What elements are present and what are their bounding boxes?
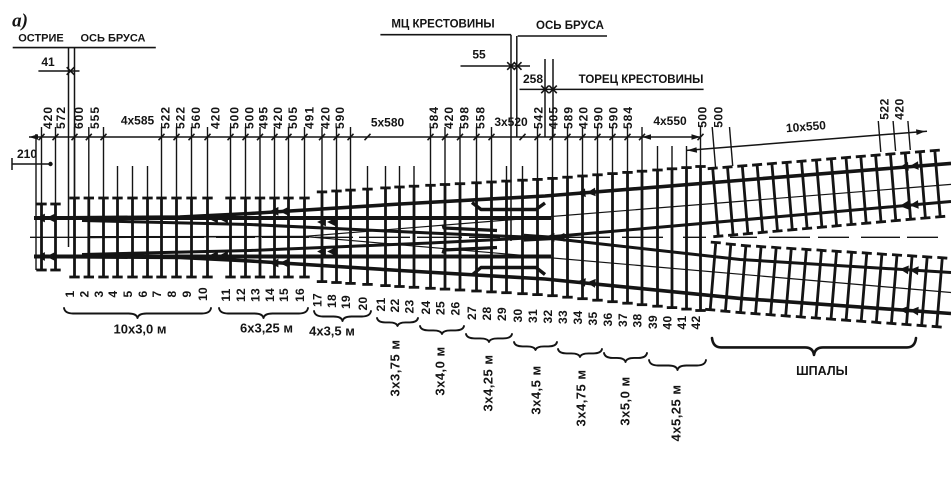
- svg-text:495: 495: [257, 106, 271, 129]
- svg-text:560: 560: [189, 106, 203, 129]
- svg-text:491: 491: [303, 106, 317, 129]
- svg-text:24: 24: [419, 301, 433, 315]
- svg-text:522: 522: [159, 106, 173, 129]
- svg-text:10: 10: [196, 287, 210, 301]
- svg-text:1: 1: [63, 290, 77, 297]
- svg-text:26: 26: [449, 302, 463, 316]
- svg-text:22: 22: [388, 299, 402, 313]
- svg-text:31: 31: [526, 309, 540, 323]
- svg-text:584: 584: [621, 106, 635, 129]
- svg-text:420: 420: [319, 106, 333, 129]
- svg-text:ШПАЛЫ: ШПАЛЫ: [796, 364, 848, 378]
- svg-text:а): а): [12, 10, 28, 31]
- svg-text:35: 35: [586, 312, 600, 326]
- svg-text:4x5,25 м: 4x5,25 м: [668, 385, 683, 442]
- svg-text:210: 210: [17, 147, 37, 161]
- svg-text:16: 16: [293, 288, 307, 302]
- svg-text:420: 420: [271, 106, 285, 129]
- svg-text:37: 37: [616, 313, 630, 327]
- svg-text:19: 19: [339, 295, 353, 309]
- svg-text:23: 23: [403, 300, 417, 314]
- svg-text:4x550: 4x550: [653, 114, 687, 128]
- svg-text:3x520: 3x520: [494, 115, 528, 129]
- svg-text:2: 2: [77, 290, 91, 297]
- svg-text:6x3,25 м: 6x3,25 м: [240, 320, 293, 335]
- svg-text:420: 420: [893, 98, 907, 120]
- svg-text:42: 42: [689, 316, 703, 330]
- svg-text:36: 36: [601, 313, 615, 327]
- svg-text:258: 258: [523, 72, 543, 86]
- svg-text:28: 28: [480, 307, 494, 321]
- svg-text:420: 420: [442, 106, 456, 129]
- svg-text:598: 598: [458, 106, 472, 129]
- svg-text:590: 590: [607, 106, 621, 129]
- svg-text:420: 420: [577, 106, 591, 129]
- svg-text:33: 33: [556, 310, 570, 324]
- svg-text:5x580: 5x580: [371, 116, 405, 130]
- svg-text:420: 420: [209, 106, 223, 129]
- svg-text:500: 500: [243, 106, 257, 129]
- svg-text:39: 39: [646, 315, 660, 329]
- svg-text:5: 5: [121, 290, 135, 297]
- svg-text:590: 590: [333, 106, 347, 129]
- svg-text:3x4,25 м: 3x4,25 м: [480, 355, 495, 412]
- svg-text:МЦ КРЕСТОВИНЫ: МЦ КРЕСТОВИНЫ: [391, 19, 494, 31]
- svg-text:4x585: 4x585: [121, 114, 155, 128]
- svg-text:3x3,75 м: 3x3,75 м: [387, 340, 402, 397]
- svg-text:13: 13: [249, 288, 263, 302]
- svg-text:9: 9: [180, 290, 194, 297]
- svg-text:522: 522: [878, 98, 892, 120]
- svg-text:10x3,0 м: 10x3,0 м: [114, 321, 167, 336]
- svg-text:3x4,0 м: 3x4,0 м: [432, 346, 447, 395]
- svg-text:14: 14: [263, 288, 277, 302]
- svg-text:18: 18: [325, 294, 339, 308]
- svg-text:10x550: 10x550: [785, 118, 826, 135]
- svg-text:405: 405: [547, 106, 561, 129]
- svg-text:32: 32: [541, 310, 555, 324]
- svg-text:8: 8: [165, 290, 179, 297]
- svg-text:34: 34: [571, 311, 585, 325]
- svg-text:572: 572: [54, 106, 68, 129]
- svg-text:584: 584: [427, 106, 441, 129]
- svg-text:589: 589: [562, 106, 576, 129]
- svg-text:30: 30: [511, 309, 525, 323]
- svg-text:29: 29: [495, 307, 509, 321]
- svg-text:ОСЬ БРУСА: ОСЬ БРУСА: [80, 32, 145, 44]
- svg-text:20: 20: [356, 297, 370, 311]
- svg-text:420: 420: [41, 106, 55, 129]
- svg-text:ТОРЕЦ КРЕСТОВИНЫ: ТОРЕЦ КРЕСТОВИНЫ: [579, 74, 704, 86]
- svg-text:38: 38: [631, 314, 645, 328]
- svg-text:25: 25: [434, 301, 448, 315]
- svg-text:ОСТРИЕ: ОСТРИЕ: [18, 32, 64, 44]
- svg-text:ОСЬ БРУСА: ОСЬ БРУСА: [536, 20, 604, 32]
- svg-text:500: 500: [228, 106, 242, 129]
- svg-text:11: 11: [219, 288, 233, 301]
- svg-text:27: 27: [465, 306, 479, 320]
- svg-text:522: 522: [174, 106, 188, 129]
- svg-text:41: 41: [41, 55, 55, 69]
- svg-text:590: 590: [592, 106, 606, 129]
- svg-text:21: 21: [374, 298, 388, 312]
- svg-text:542: 542: [532, 106, 546, 129]
- svg-text:500: 500: [696, 106, 710, 128]
- svg-text:6: 6: [136, 290, 150, 297]
- svg-text:3x5,0 м: 3x5,0 м: [617, 376, 632, 425]
- svg-text:3x4,75 м: 3x4,75 м: [573, 370, 588, 427]
- svg-text:7: 7: [150, 290, 164, 297]
- svg-text:15: 15: [277, 288, 291, 302]
- svg-text:40: 40: [661, 316, 675, 330]
- svg-text:505: 505: [286, 106, 300, 129]
- svg-text:600: 600: [72, 106, 86, 129]
- svg-text:3x4,5 м: 3x4,5 м: [528, 365, 543, 414]
- svg-text:55: 55: [472, 48, 486, 62]
- svg-text:4x3,5 м: 4x3,5 м: [309, 323, 355, 338]
- svg-text:555: 555: [88, 106, 102, 129]
- svg-text:17: 17: [311, 293, 325, 307]
- svg-text:4: 4: [106, 290, 120, 297]
- svg-text:12: 12: [234, 288, 248, 302]
- svg-text:3: 3: [92, 290, 106, 297]
- svg-text:500: 500: [712, 106, 726, 128]
- svg-text:41: 41: [675, 316, 689, 330]
- svg-text:558: 558: [474, 106, 488, 129]
